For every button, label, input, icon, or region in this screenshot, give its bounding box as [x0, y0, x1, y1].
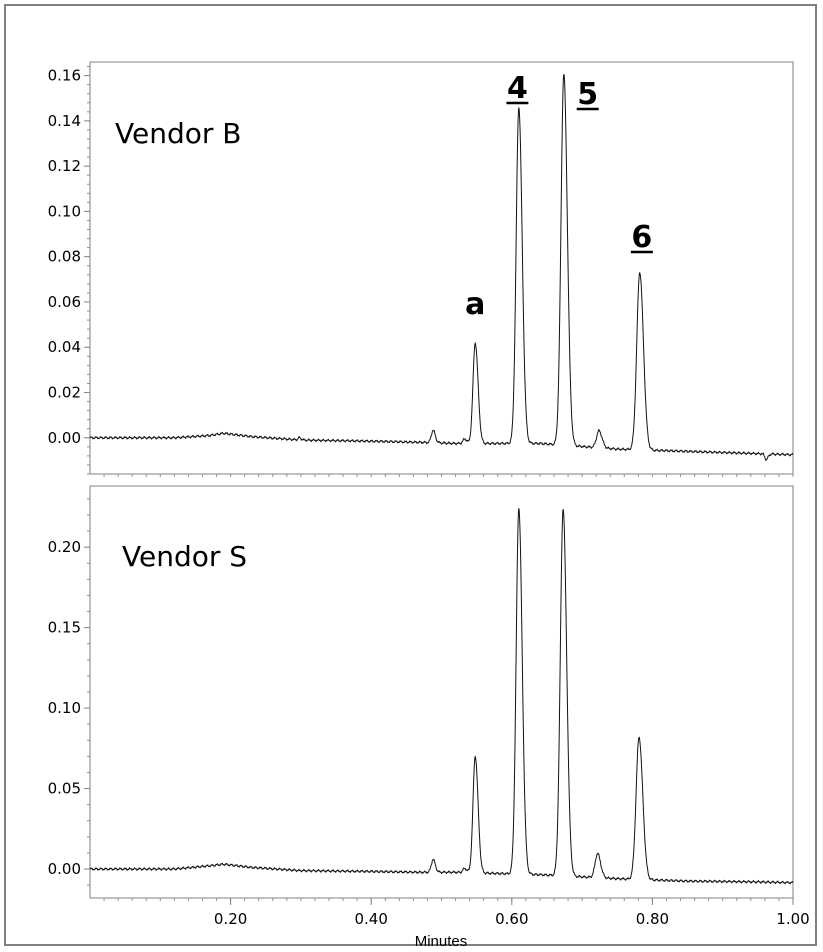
- x-axis: 0.20 0.40 0.60 0.80 1.00: [103, 474, 810, 928]
- peak-label-5: 5: [577, 77, 598, 112]
- y-tick-label-b-4: 0.08: [48, 248, 81, 266]
- figure-frame: [4, 4, 817, 946]
- peak-labels: a 4 5 6: [465, 71, 653, 322]
- y-tick-label-b-8: 0.00: [48, 429, 81, 447]
- y-axis-vendor-s: 0.20 0.15 0.10 0.05 0.00: [48, 538, 90, 878]
- y-tick-label-s-0: 0.20: [48, 538, 81, 556]
- y-axis-vendor-b: 0.16 0.14 0.12 0.10 0.08 0.06 0.04 0.02 0.00: [48, 67, 90, 447]
- x-tick-label-3: 0.80: [636, 910, 669, 928]
- x-tick-label-1: 0.40: [354, 910, 387, 928]
- peak-label-6: 6: [631, 220, 652, 255]
- trace-vendor-b: [89, 74, 794, 462]
- vendor-label-b: Vendor B: [115, 117, 241, 150]
- y-tick-label-s-4: 0.00: [48, 860, 81, 878]
- panel-vendor-s: 0.20 0.15 0.10 0.05 0.00 Vendor S: [48, 485, 794, 899]
- y-minor-ticks-vendor-s: [87, 498, 90, 886]
- y-tick-label-s-1: 0.15: [48, 619, 81, 637]
- x-axis-title: Minutes: [415, 933, 468, 950]
- y-tick-label-b-0: 0.16: [48, 67, 81, 85]
- y-tick-label-b-7: 0.02: [48, 384, 81, 402]
- trace-vendor-s: [89, 508, 794, 885]
- y-tick-label-b-5: 0.06: [48, 293, 81, 311]
- y-tick-label-b-6: 0.04: [48, 338, 81, 356]
- vendor-label-s: Vendor S: [122, 540, 247, 573]
- y-minor-ticks-vendor-b: [87, 66, 90, 475]
- y-tick-label-b-2: 0.12: [48, 157, 81, 175]
- y-tick-label-s-2: 0.10: [48, 699, 81, 717]
- y-tick-label-b-1: 0.14: [48, 112, 81, 130]
- peak-label-4: 4: [507, 71, 528, 106]
- y-tick-label-s-3: 0.05: [48, 780, 81, 798]
- peak-label-a: a: [465, 287, 485, 322]
- y-tick-label-b-3: 0.10: [48, 202, 81, 220]
- x-tick-label-4: 1.00: [776, 910, 809, 928]
- x-tick-label-0: 0.20: [214, 910, 247, 928]
- x-tick-label-2: 0.60: [495, 910, 528, 928]
- panel-vendor-b: 0.16 0.14 0.12 0.10 0.08 0.06 0.04 0.02 0.00 Ven…: [48, 61, 794, 475]
